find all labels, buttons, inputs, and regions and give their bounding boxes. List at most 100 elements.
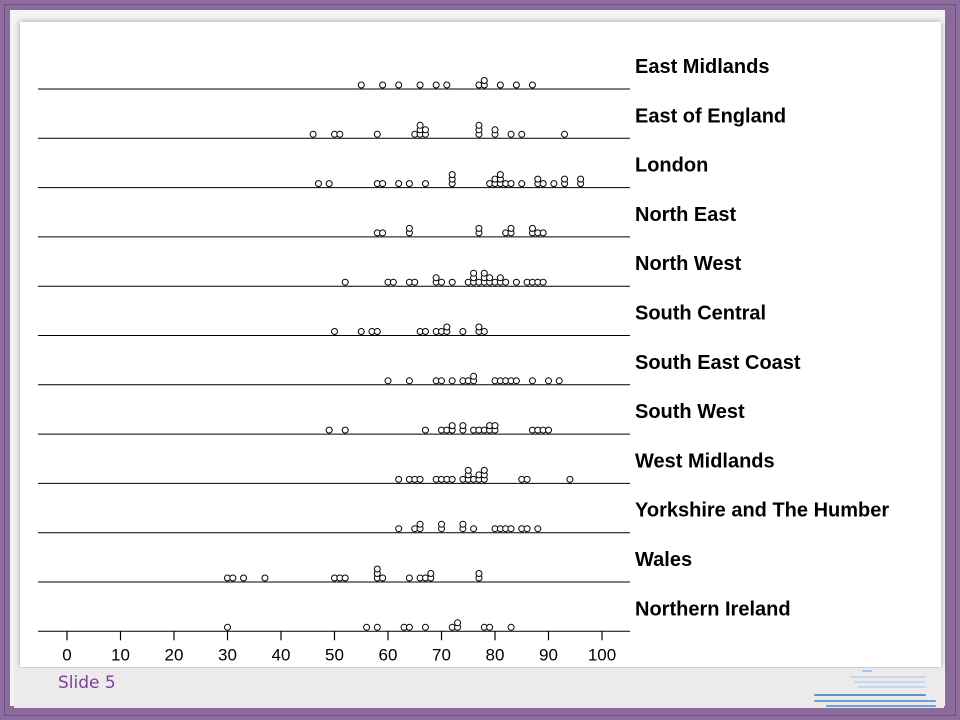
- data-point: [459, 520, 467, 528]
- data-point: [470, 372, 478, 380]
- data-point: [534, 175, 542, 183]
- data-point: [539, 278, 547, 286]
- data-point: [448, 377, 456, 385]
- data-point: [523, 475, 531, 483]
- x-tick-label: 100: [588, 645, 616, 664]
- data-point: [507, 525, 515, 533]
- data-point: [379, 574, 387, 582]
- slide-footer: [14, 668, 944, 708]
- data-point: [486, 623, 494, 631]
- data-point: [448, 475, 456, 483]
- data-point: [475, 121, 483, 129]
- data-point: [507, 224, 515, 232]
- data-point: [421, 126, 429, 134]
- data-point: [224, 623, 231, 631]
- data-point: [470, 269, 478, 277]
- data-point: [432, 81, 440, 89]
- data-point: [507, 623, 515, 631]
- data-point: [261, 574, 269, 582]
- data-point: [512, 81, 520, 89]
- data-point: [416, 475, 424, 483]
- data-point: [309, 130, 317, 138]
- data-point: [389, 278, 397, 286]
- data-point: [421, 623, 429, 631]
- data-point: [512, 278, 520, 286]
- data-point: [475, 570, 483, 577]
- region-label: South West: [635, 401, 745, 423]
- data-point: [496, 81, 504, 89]
- data-point: [480, 77, 488, 84]
- data-point: [405, 377, 413, 385]
- data-point: [240, 574, 248, 582]
- region-label: London: [635, 155, 708, 177]
- data-point: [405, 180, 413, 188]
- data-point: [475, 323, 483, 331]
- data-point: [528, 377, 536, 385]
- data-point: [534, 525, 542, 533]
- data-point: [379, 81, 387, 89]
- data-point: [229, 574, 237, 582]
- nhs-logo: [800, 668, 940, 708]
- data-point: [438, 377, 445, 385]
- data-point: [502, 278, 510, 286]
- data-point: [405, 623, 413, 631]
- data-point: [496, 171, 504, 179]
- data-point: [448, 171, 456, 179]
- data-point: [459, 328, 467, 335]
- data-point: [539, 180, 547, 188]
- data-point: [443, 81, 451, 89]
- x-tick-label: 70: [432, 645, 451, 664]
- region-label: Wales: [635, 549, 692, 571]
- data-point: [480, 328, 488, 335]
- data-point: [373, 565, 381, 573]
- data-point: [405, 574, 413, 582]
- data-point: [373, 623, 381, 631]
- data-point: [325, 426, 333, 434]
- data-point: [331, 328, 338, 335]
- x-tick-label: 20: [165, 645, 184, 664]
- data-point: [395, 525, 403, 533]
- data-point: [464, 466, 472, 474]
- data-point: [528, 224, 536, 232]
- data-point: [480, 269, 488, 277]
- data-point: [507, 180, 515, 188]
- data-point: [448, 422, 456, 430]
- x-tick-label: 90: [539, 645, 558, 664]
- data-point: [363, 623, 371, 631]
- data-point: [416, 121, 424, 129]
- data-point: [577, 175, 585, 183]
- data-point: [379, 229, 387, 237]
- x-tick-label: 60: [379, 645, 398, 664]
- data-point: [395, 81, 403, 89]
- data-point: [491, 126, 499, 134]
- data-point: [491, 422, 499, 430]
- region-label: West Midlands: [635, 450, 775, 472]
- data-point: [561, 130, 569, 138]
- data-point: [341, 426, 349, 434]
- data-point: [421, 426, 429, 434]
- region-label: East of England: [635, 105, 786, 127]
- data-point: [448, 278, 456, 286]
- data-point: [443, 323, 451, 331]
- data-point: [416, 81, 424, 89]
- region-label: East Midlands: [635, 56, 769, 78]
- data-point: [459, 422, 467, 430]
- slide-number: Slide 5: [58, 673, 116, 693]
- x-tick-label: 30: [218, 645, 237, 664]
- data-point: [470, 525, 478, 533]
- data-point: [357, 328, 365, 335]
- data-point: [421, 180, 429, 188]
- data-point: [545, 377, 552, 385]
- data-point: [395, 475, 403, 483]
- x-tick-label: 80: [486, 645, 505, 664]
- data-point: [341, 574, 349, 582]
- data-point: [496, 274, 504, 282]
- x-tick-label: 50: [325, 645, 344, 664]
- data-point: [314, 180, 322, 188]
- region-label: Yorkshire and The Humber: [635, 500, 889, 522]
- data-point: [561, 175, 569, 183]
- data-point: [405, 224, 413, 232]
- data-point: [555, 377, 563, 385]
- data-point: [379, 180, 387, 188]
- data-point: [518, 180, 526, 188]
